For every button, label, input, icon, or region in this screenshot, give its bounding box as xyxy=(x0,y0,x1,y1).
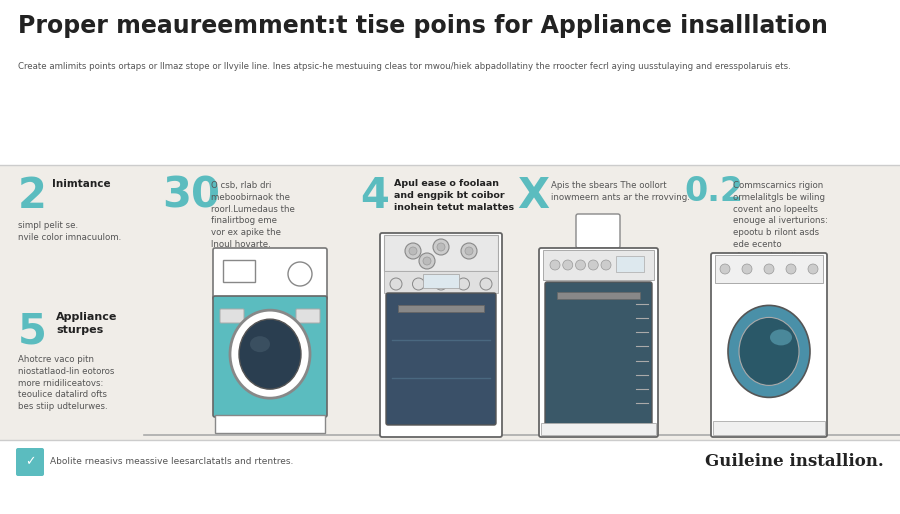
FancyBboxPatch shape xyxy=(539,248,658,437)
Bar xyxy=(384,235,498,271)
FancyBboxPatch shape xyxy=(213,296,327,417)
Circle shape xyxy=(465,247,473,255)
Bar xyxy=(543,250,654,280)
Text: Abolite rneasivs meassive leesarclatatls and rtentres.: Abolite rneasivs meassive leesarclatatls… xyxy=(50,457,293,467)
Text: 2: 2 xyxy=(18,175,47,217)
Text: X: X xyxy=(517,175,549,217)
Ellipse shape xyxy=(728,305,810,397)
Text: Proper meaureemment:t tise poins for Appliance insalllation: Proper meaureemment:t tise poins for App… xyxy=(18,14,828,38)
Text: O csb, rlab dri
meboobirnaok the
roorl.Lumedaus the
finalirtbog eme
vor ex apike: O csb, rlab dri meboobirnaok the roorl.L… xyxy=(211,181,295,249)
Text: simpl pelit se.
nvile color imnacuulom.: simpl pelit se. nvile color imnacuulom. xyxy=(18,221,122,242)
Bar xyxy=(215,415,325,433)
Bar xyxy=(384,271,498,293)
FancyBboxPatch shape xyxy=(386,293,496,425)
Text: Commscarnics rigion
ormelalitgls be wiling
covent ano lopeelts
enouge al ivertur: Commscarnics rigion ormelalitgls be wili… xyxy=(733,181,828,261)
Bar xyxy=(715,255,823,283)
Circle shape xyxy=(562,260,572,270)
Bar xyxy=(616,256,644,272)
Circle shape xyxy=(589,260,598,270)
Text: Guileine installion.: Guileine installion. xyxy=(706,453,884,470)
Circle shape xyxy=(786,264,796,274)
Circle shape xyxy=(409,247,417,255)
Ellipse shape xyxy=(239,319,301,389)
Bar xyxy=(223,260,255,282)
FancyBboxPatch shape xyxy=(220,309,244,323)
Ellipse shape xyxy=(770,329,792,345)
FancyBboxPatch shape xyxy=(213,248,327,300)
Bar xyxy=(713,421,825,435)
Circle shape xyxy=(390,278,402,290)
Circle shape xyxy=(742,264,752,274)
FancyBboxPatch shape xyxy=(576,214,620,248)
Text: Appliance
sturpes: Appliance sturpes xyxy=(56,312,117,335)
Circle shape xyxy=(435,278,447,290)
Circle shape xyxy=(461,243,477,259)
Circle shape xyxy=(550,260,560,270)
Bar xyxy=(541,423,656,435)
FancyBboxPatch shape xyxy=(711,253,827,437)
Circle shape xyxy=(433,239,449,255)
Bar xyxy=(423,274,459,288)
Text: Apis the sbears The oollort
inowmeern ants ar the rrovving.: Apis the sbears The oollort inowmeern an… xyxy=(551,181,690,202)
Bar xyxy=(398,305,484,312)
Circle shape xyxy=(288,262,312,286)
Circle shape xyxy=(480,278,492,290)
Ellipse shape xyxy=(739,318,799,386)
Text: Apul ease o foolaan
and engpik bt coibor
inohein tetut malattes: Apul ease o foolaan and engpik bt coibor… xyxy=(394,179,514,212)
Text: 4: 4 xyxy=(360,175,389,217)
FancyBboxPatch shape xyxy=(380,233,502,437)
Text: Create amlimits points ortaps or llmaz stope or llvyile line. Ines atpsic-he mes: Create amlimits points ortaps or llmaz s… xyxy=(18,62,791,71)
Circle shape xyxy=(405,243,421,259)
Bar xyxy=(0,0,900,165)
Bar xyxy=(557,292,640,299)
Bar xyxy=(0,440,900,514)
Text: 30: 30 xyxy=(162,175,220,217)
FancyBboxPatch shape xyxy=(16,448,44,476)
Bar xyxy=(0,165,900,440)
Text: Ahotcre vaco pitn
niostatlaod-lin eotoros
more rnidiliceatovs:
teoulice datalird: Ahotcre vaco pitn niostatlaod-lin eotoro… xyxy=(18,355,114,411)
Text: Inimtance: Inimtance xyxy=(52,179,111,189)
Ellipse shape xyxy=(230,310,310,398)
Text: 0.2: 0.2 xyxy=(684,175,743,208)
Circle shape xyxy=(419,253,435,269)
FancyBboxPatch shape xyxy=(545,282,652,425)
Circle shape xyxy=(720,264,730,274)
Circle shape xyxy=(412,278,425,290)
Circle shape xyxy=(808,264,818,274)
Circle shape xyxy=(423,257,431,265)
Circle shape xyxy=(601,260,611,270)
FancyBboxPatch shape xyxy=(296,309,320,323)
Circle shape xyxy=(437,243,445,251)
Circle shape xyxy=(764,264,774,274)
Circle shape xyxy=(457,278,470,290)
Ellipse shape xyxy=(250,336,270,352)
Circle shape xyxy=(575,260,586,270)
Text: 5: 5 xyxy=(18,310,47,352)
Text: ✓: ✓ xyxy=(25,455,35,468)
